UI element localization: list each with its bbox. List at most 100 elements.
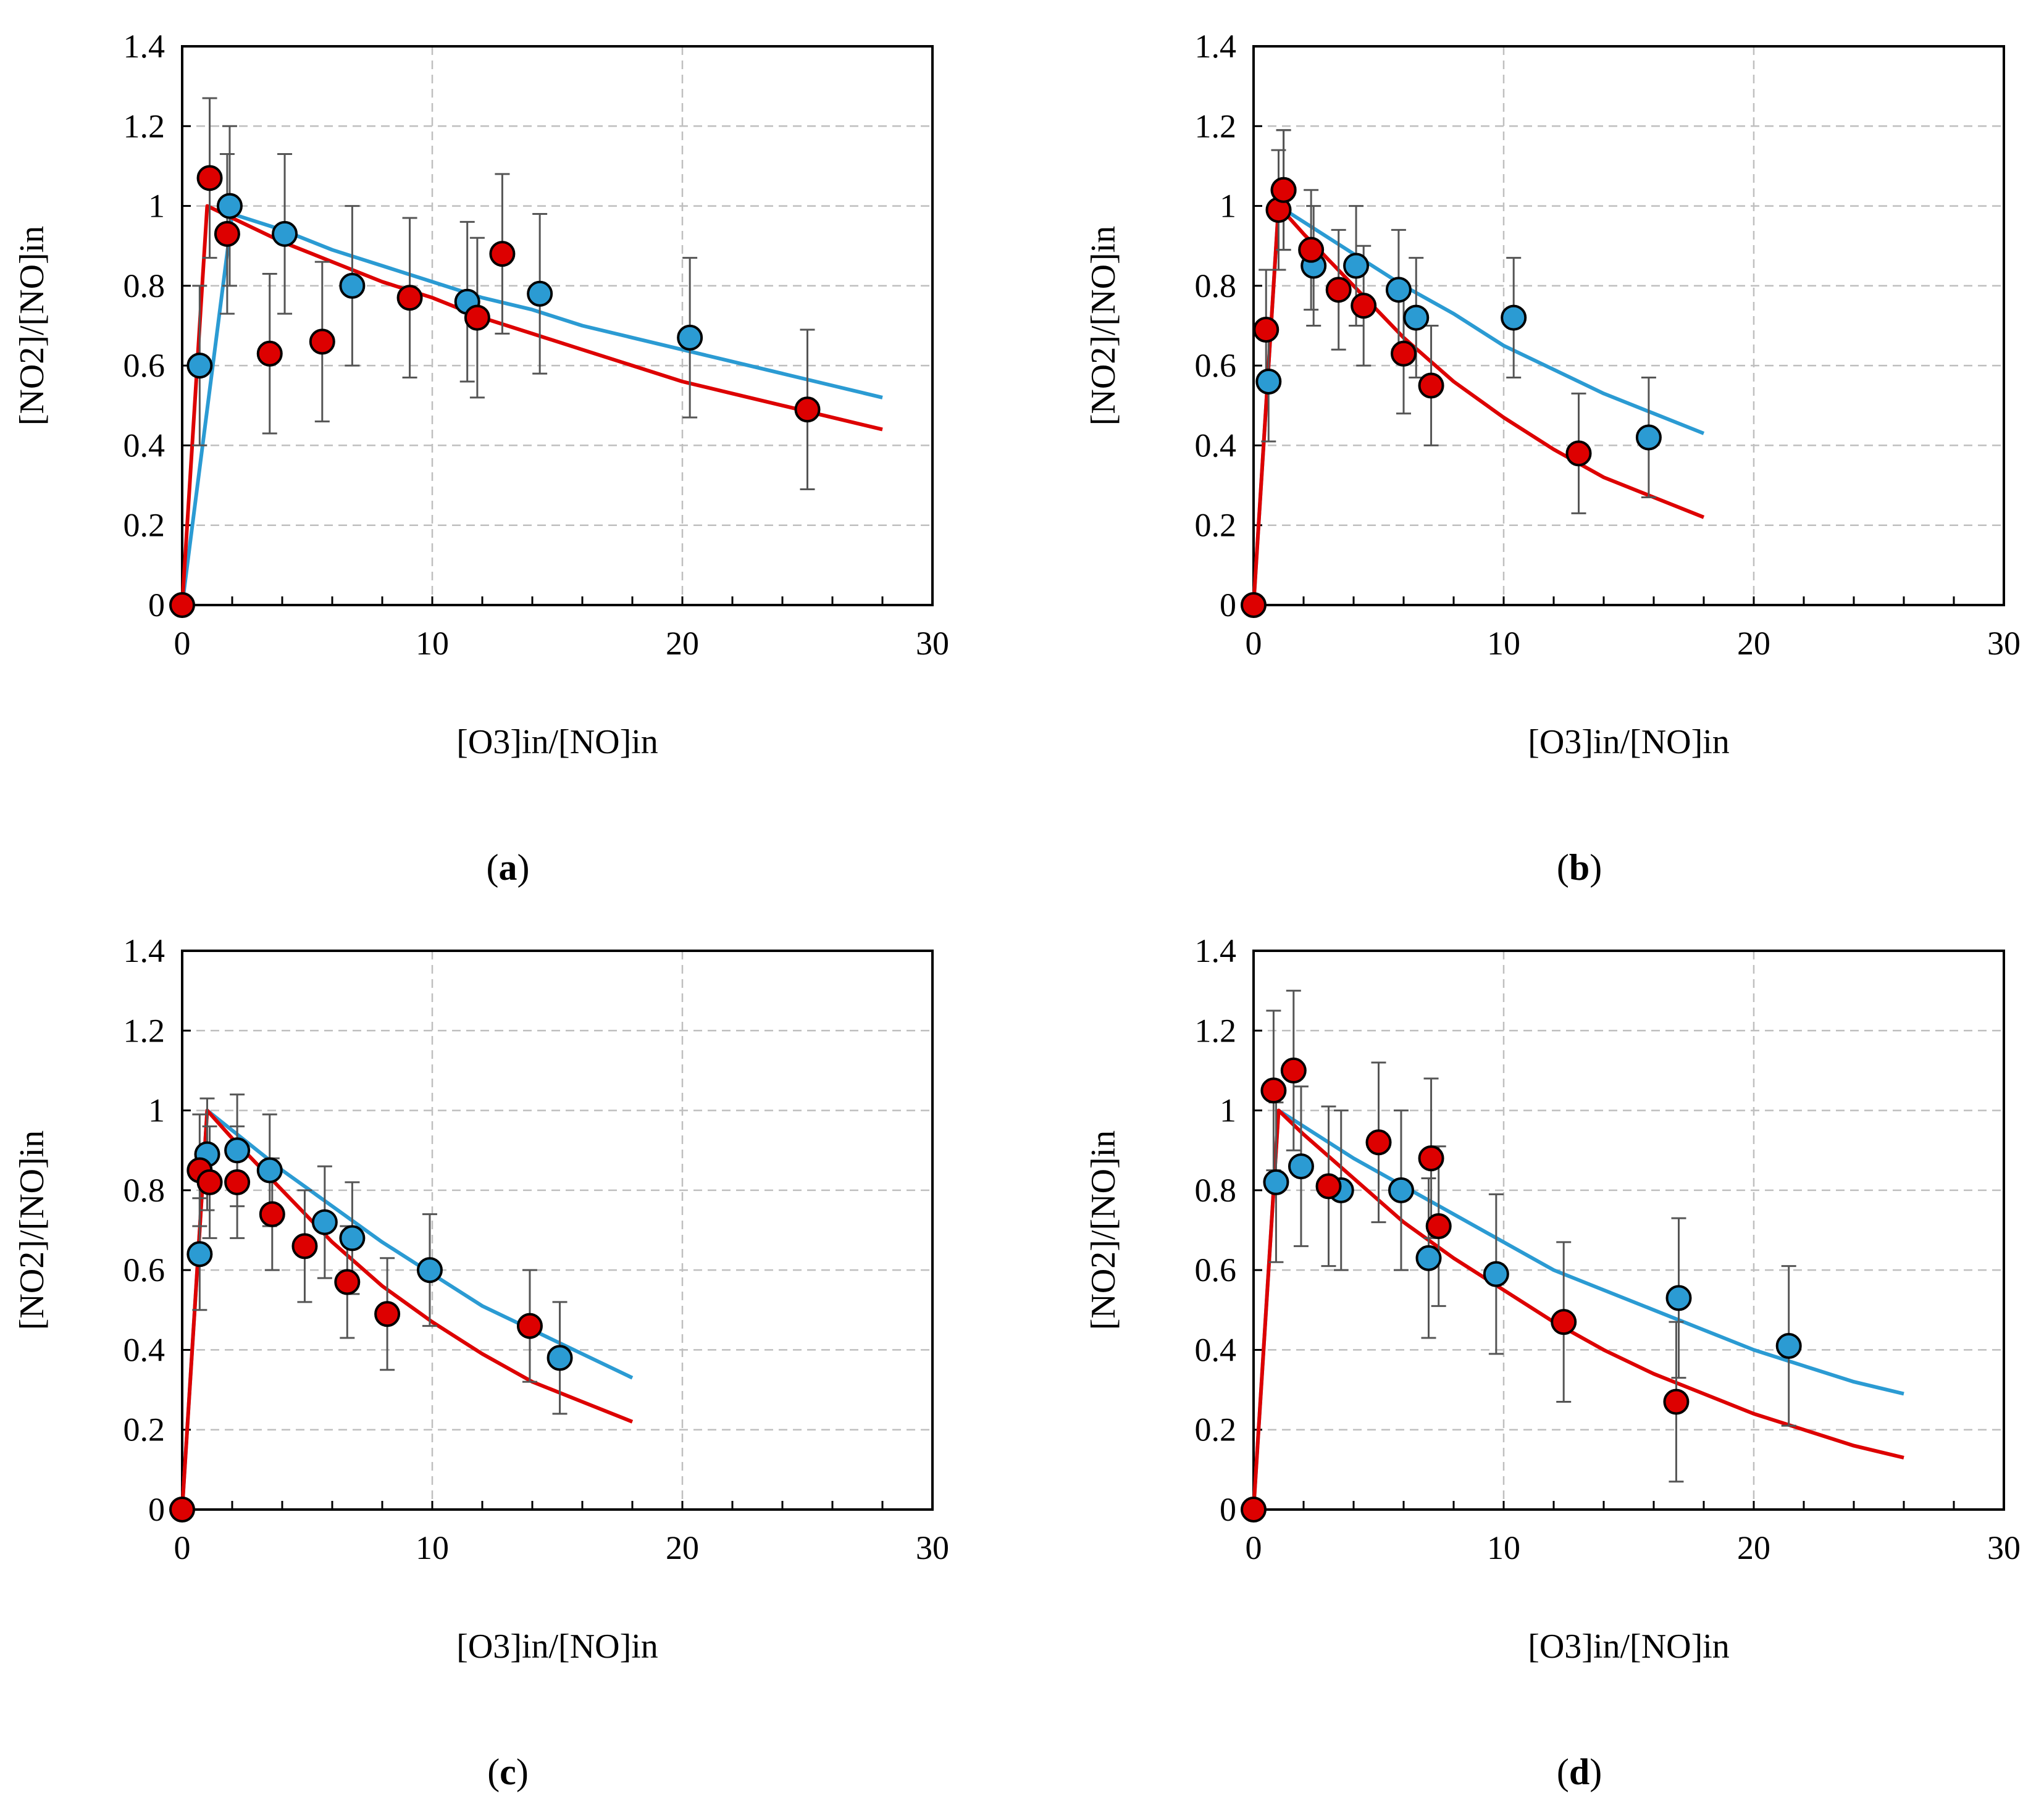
panel-label: (b) (1557, 847, 1602, 888)
y-axis-title: [NO2]/[NO]in (13, 1130, 51, 1330)
model-red-line (1252, 204, 1705, 606)
measured-blue-point (1501, 304, 1527, 331)
x-tick-label: 30 (1987, 1529, 2021, 1566)
y-tick-label: 1.2 (124, 1012, 165, 1049)
y-tick-label: 0.8 (124, 1172, 165, 1209)
y-tick-label: 1 (1220, 188, 1236, 225)
measured-red-point (1298, 236, 1325, 263)
measured-blue-point (339, 272, 366, 299)
y-axis-title: [NO2]/[NO]in (1084, 1130, 1123, 1330)
x-tick-label: 10 (416, 1529, 449, 1566)
measured-red-point (259, 1201, 285, 1227)
measured-red-point (291, 1233, 318, 1259)
measured-blue-point (339, 1225, 366, 1251)
y-tick-label: 0.6 (1195, 1251, 1237, 1289)
y-tick-label: 0.6 (1195, 347, 1237, 384)
y-tick-label: 1.4 (124, 932, 165, 969)
measured-red-point (1253, 316, 1280, 343)
measured-blue-point (1385, 277, 1412, 303)
y-axis-title: [NO2]/[NO]in (1084, 226, 1123, 425)
y-tick-label: 0 (1220, 1491, 1236, 1528)
measured-blue-point (216, 193, 243, 219)
measured-red-point (1663, 1389, 1690, 1415)
y-tick-label: 1.4 (1195, 932, 1237, 969)
panel-letter: a (499, 847, 517, 888)
model-red-line (180, 204, 883, 606)
x-tick-label: 0 (174, 625, 191, 662)
panel-label: (a) (487, 847, 530, 888)
chart-panel-c: 0 10 20 30 0 0.2 0.4 0.6 0.8 1 1.2 1.4 [O3]in/[NO]in… (13, 932, 949, 1792)
measured-blue-point (1388, 1177, 1414, 1203)
measured-blue-point (1263, 1169, 1289, 1195)
x-tick-label: 20 (666, 1529, 699, 1566)
measured-red-point (1325, 277, 1352, 303)
y-tick-label: 0.4 (124, 1331, 165, 1368)
x-tick-label: 0 (1246, 625, 1262, 662)
measured-blue-point (1403, 304, 1430, 331)
y-tick-label: 0.8 (1195, 267, 1237, 304)
panel-letter: c (500, 1752, 516, 1792)
measured-red-point (1270, 177, 1297, 203)
x-tick-label: 0 (1246, 1529, 1262, 1566)
x-axis-title: [O3]in/[NO]in (456, 723, 658, 761)
measured-red-point (1351, 293, 1377, 319)
measured-red-point (169, 592, 195, 618)
measured-red-point (1418, 372, 1444, 399)
y-tick-label: 0 (1220, 587, 1236, 624)
y-tick-label: 0.4 (1195, 427, 1237, 464)
measured-blue-point (1343, 253, 1370, 279)
model-blue-line (1252, 1108, 1904, 1510)
plot-frame (1252, 950, 2005, 1511)
measured-blue-point (1635, 424, 1662, 451)
x-tick-label: 30 (916, 1529, 949, 1566)
measured-red-point (374, 1301, 401, 1327)
y-tick-label: 1.2 (124, 107, 165, 144)
measured-red-point (1425, 1213, 1452, 1240)
panel-label: (c) (487, 1752, 529, 1792)
x-axis-title: [O3]in/[NO]in (1528, 723, 1730, 761)
plot-frame (1252, 45, 2005, 606)
y-tick-label: 1 (148, 188, 165, 225)
measured-red-point (309, 328, 335, 355)
model-blue-line (180, 212, 883, 606)
measured-red-point (169, 1497, 195, 1523)
y-tick-label: 1.4 (124, 28, 165, 65)
x-tick-label: 10 (416, 625, 449, 662)
measured-blue-point (416, 1257, 443, 1284)
y-tick-label: 1.2 (1195, 1012, 1237, 1049)
panel-letter: d (1569, 1752, 1590, 1792)
measured-red-point (224, 1169, 251, 1195)
plot-frame (181, 950, 934, 1511)
y-tick-label: 0.2 (1195, 1411, 1237, 1448)
x-tick-label: 10 (1487, 1529, 1520, 1566)
measured-red-point (1280, 1057, 1307, 1084)
measured-blue-point (527, 280, 553, 307)
x-tick-label: 20 (1737, 1529, 1770, 1566)
measured-blue-point (224, 1137, 251, 1164)
x-tick-label: 0 (174, 1529, 191, 1566)
measured-red-point (196, 165, 223, 191)
plot-frame (181, 45, 934, 606)
measured-blue-point (256, 1157, 283, 1184)
measured-red-point (1551, 1309, 1577, 1335)
measured-red-point (464, 304, 490, 331)
measured-red-point (334, 1269, 361, 1295)
x-tick-label: 30 (916, 625, 949, 662)
measured-blue-point (547, 1345, 573, 1371)
y-tick-label: 1.2 (1195, 107, 1237, 144)
x-tick-label: 30 (1987, 625, 2021, 662)
measured-red-point (1365, 1129, 1392, 1156)
measured-red-point (1391, 340, 1417, 367)
model-red-line (1252, 1108, 1904, 1510)
y-tick-label: 0.6 (124, 347, 165, 384)
y-tick-label: 0.2 (124, 1411, 165, 1448)
panel-letter: b (1569, 847, 1590, 888)
y-tick-label: 1 (148, 1092, 165, 1129)
panel-label: (d) (1557, 1752, 1602, 1792)
chart-panel-b: 0 10 20 30 0 0.2 0.4 0.6 0.8 1 1.2 1.4 [O3]in/[NO]in… (1084, 28, 2021, 888)
x-axis-title: [O3]in/[NO]in (1528, 1627, 1730, 1666)
y-tick-label: 0 (148, 587, 165, 624)
model-blue-line (180, 1108, 634, 1510)
x-tick-label: 10 (1487, 625, 1520, 662)
